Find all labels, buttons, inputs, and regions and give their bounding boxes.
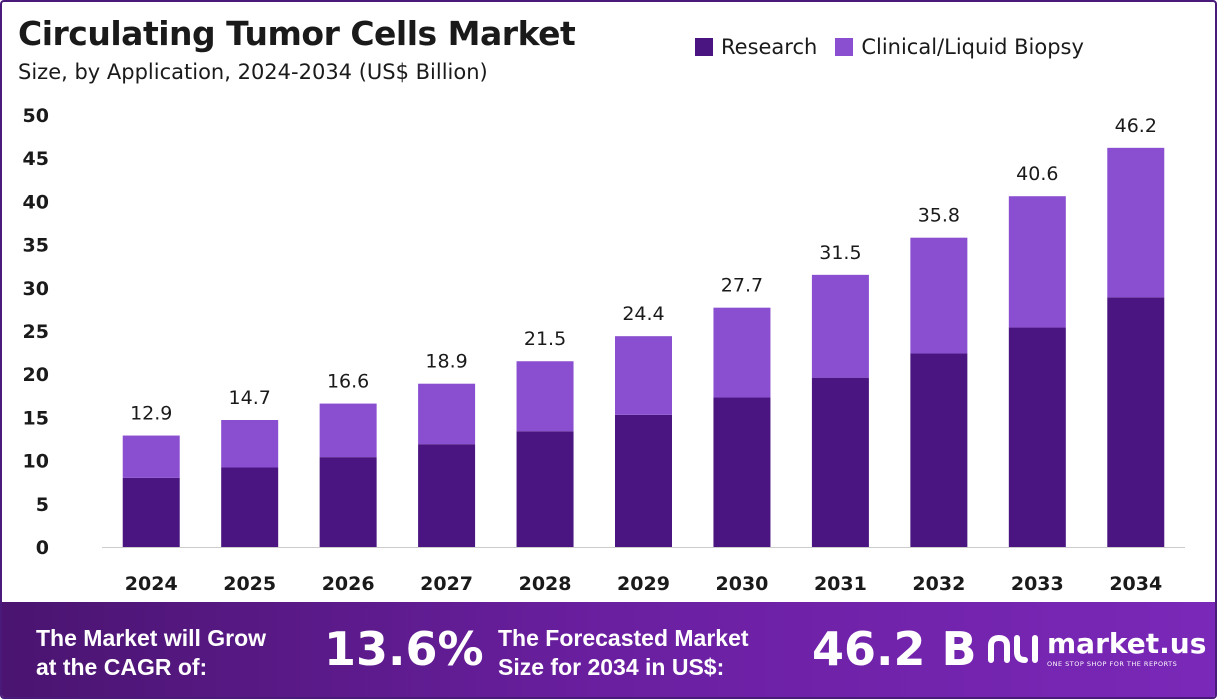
bar-research <box>1107 297 1165 547</box>
x-tick-label: 2029 <box>617 573 670 595</box>
bar-research <box>221 467 279 547</box>
bar-clinical <box>1008 196 1066 328</box>
bar-clinical <box>418 383 476 445</box>
y-tick-label: 25 <box>23 321 49 343</box>
chart-subtitle: Size, by Application, 2024-2034 (US$ Bil… <box>18 60 488 84</box>
y-tick-label: 20 <box>23 364 49 386</box>
legend-item-clinical: Clinical/Liquid Biopsy <box>835 35 1084 59</box>
x-tick-label: 2031 <box>814 573 867 595</box>
legend-label-research: Research <box>721 35 818 59</box>
x-tick-label: 2027 <box>420 573 473 595</box>
total-data-label: 24.4 <box>622 303 664 325</box>
total-data-label: 35.8 <box>918 205 960 227</box>
logo-mark-icon <box>988 634 1038 663</box>
logo-tagline: ONE STOP SHOP FOR THE REPORTS <box>1047 660 1178 668</box>
bar-research <box>811 377 869 547</box>
total-data-label: 21.5 <box>524 328 566 350</box>
bar-clinical <box>910 237 968 354</box>
bar-research <box>319 457 377 547</box>
legend-swatch-research <box>695 38 713 56</box>
x-tick-label: 2025 <box>223 573 276 595</box>
bar-research <box>713 397 771 547</box>
y-tick-label: 10 <box>23 451 49 473</box>
total-data-label: 16.6 <box>327 371 369 393</box>
y-tick-label: 0 <box>36 537 49 559</box>
y-tick-label: 15 <box>23 407 49 429</box>
legend-item-research: Research <box>695 35 817 59</box>
forecast-label-line1: The Forecasted Market <box>498 625 749 651</box>
bar-chart: 0510152025303540455012.9202414.7202516.6… <box>23 105 1185 595</box>
bar-research <box>516 431 574 547</box>
forecast-label-line2: Size for 2034 in US$: <box>498 654 725 680</box>
legend-label-clinical: Clinical/Liquid Biopsy <box>861 35 1084 59</box>
y-tick-label: 40 <box>23 191 49 213</box>
legend: Research Clinical/Liquid Biopsy <box>695 35 1084 59</box>
forecast-value: 46.2 B <box>812 622 977 676</box>
y-tick-label: 45 <box>23 148 49 170</box>
bar-clinical <box>319 403 377 458</box>
cagr-label-line2: at the CAGR of: <box>36 654 208 680</box>
bar-clinical <box>516 361 574 432</box>
cagr-label-line1: The Market will Grow <box>36 625 267 651</box>
x-tick-label: 2034 <box>1109 573 1162 595</box>
x-tick-label: 2028 <box>519 573 572 595</box>
bar-clinical <box>122 435 180 478</box>
y-tick-label: 50 <box>23 105 49 127</box>
x-tick-label: 2033 <box>1011 573 1064 595</box>
cagr-label: The Market will Grow at the CAGR of: <box>36 624 266 682</box>
x-tick-label: 2030 <box>716 573 769 595</box>
y-tick-label: 30 <box>23 278 49 300</box>
y-tick-label: 35 <box>23 235 49 257</box>
total-data-label: 12.9 <box>130 403 172 425</box>
footer-banner: The Market will Grow at the CAGR of: 13.… <box>2 602 1215 697</box>
x-tick-label: 2032 <box>912 573 965 595</box>
bar-clinical <box>811 274 869 378</box>
x-tick-label: 2024 <box>125 573 178 595</box>
bar-research <box>615 414 672 547</box>
total-data-label: 31.5 <box>819 242 861 264</box>
market-us-logo: market.us ONE STOP SHOP FOR THE REPORTS <box>987 630 1206 668</box>
legend-swatch-clinical <box>835 38 854 56</box>
total-data-label: 40.6 <box>1016 163 1058 185</box>
logo-name: market.us <box>1047 627 1207 660</box>
bar-clinical <box>221 419 279 468</box>
bar-clinical <box>615 336 672 415</box>
forecast-label: The Forecasted Market Size for 2034 in U… <box>498 624 749 682</box>
x-tick-label: 2026 <box>322 573 375 595</box>
bar-clinical <box>713 307 771 398</box>
y-tick-label: 5 <box>36 494 49 516</box>
bar-research <box>122 477 180 547</box>
bar-research <box>418 444 476 547</box>
total-data-label: 27.7 <box>721 275 763 297</box>
bar-clinical <box>1107 147 1165 298</box>
total-data-label: 46.2 <box>1115 115 1157 137</box>
chart-title: Circulating Tumor Cells Market <box>18 14 576 53</box>
bar-research <box>910 353 968 547</box>
total-data-label: 14.7 <box>229 387 271 409</box>
total-data-label: 18.9 <box>425 351 467 373</box>
cagr-value: 13.6% <box>324 622 484 676</box>
bar-research <box>1008 327 1066 547</box>
